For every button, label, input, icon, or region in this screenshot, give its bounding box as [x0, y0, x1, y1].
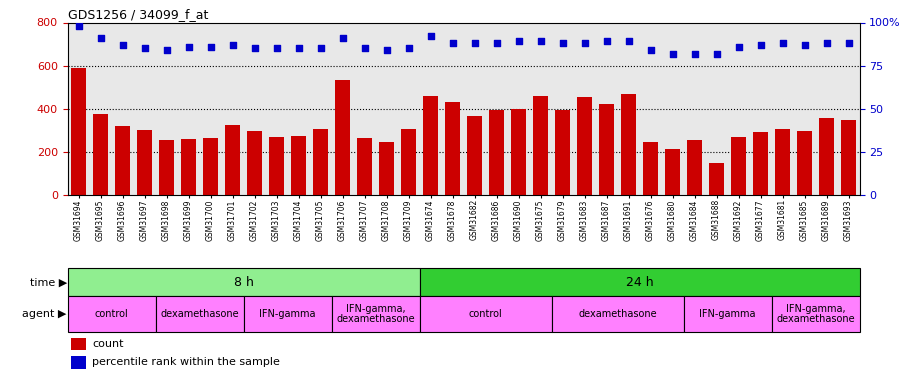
- Bar: [202, 138, 218, 195]
- Bar: [419, 268, 860, 296]
- Point: [181, 44, 195, 50]
- Bar: [598, 104, 614, 195]
- Text: IFN-gamma: IFN-gamma: [699, 309, 756, 319]
- Point: [599, 39, 614, 45]
- Bar: [511, 109, 526, 195]
- Bar: [552, 296, 683, 332]
- Point: [203, 44, 218, 50]
- Point: [115, 42, 130, 48]
- Point: [797, 42, 812, 48]
- Text: 8 h: 8 h: [234, 276, 254, 289]
- Bar: [158, 140, 175, 195]
- Bar: [331, 296, 419, 332]
- Point: [511, 39, 526, 45]
- Bar: [621, 94, 636, 195]
- Bar: [137, 130, 152, 195]
- Point: [842, 40, 856, 46]
- Bar: [269, 137, 284, 195]
- Point: [732, 44, 746, 50]
- Point: [709, 51, 724, 57]
- Text: control: control: [469, 309, 502, 319]
- Point: [819, 40, 833, 46]
- Text: time ▶: time ▶: [30, 277, 67, 287]
- Point: [446, 40, 460, 46]
- Bar: [156, 296, 244, 332]
- Bar: [533, 96, 548, 195]
- Point: [753, 42, 768, 48]
- Point: [665, 51, 680, 57]
- Bar: [796, 131, 812, 195]
- Bar: [554, 110, 571, 195]
- Point: [159, 47, 174, 53]
- Text: IFN-gamma,
dexamethasone: IFN-gamma, dexamethasone: [776, 304, 855, 324]
- Point: [138, 45, 152, 51]
- Bar: [356, 138, 373, 195]
- Point: [357, 45, 372, 51]
- Bar: [71, 338, 86, 350]
- Bar: [71, 357, 86, 369]
- Bar: [225, 125, 240, 195]
- Point: [555, 40, 570, 46]
- Text: percentile rank within the sample: percentile rank within the sample: [92, 357, 280, 368]
- Text: IFN-gamma: IFN-gamma: [259, 309, 316, 319]
- Bar: [841, 120, 856, 195]
- Point: [379, 47, 393, 53]
- Bar: [577, 97, 592, 195]
- Bar: [423, 96, 438, 195]
- Bar: [752, 132, 769, 195]
- Bar: [400, 129, 416, 195]
- Bar: [683, 296, 771, 332]
- Point: [621, 39, 635, 45]
- Point: [644, 47, 658, 53]
- Point: [467, 40, 482, 46]
- Bar: [731, 137, 746, 195]
- Bar: [819, 118, 834, 195]
- Point: [248, 45, 262, 51]
- Point: [269, 45, 284, 51]
- Bar: [467, 116, 482, 195]
- Point: [292, 45, 306, 51]
- Bar: [71, 68, 86, 195]
- Bar: [775, 129, 790, 195]
- Bar: [379, 141, 394, 195]
- Point: [225, 42, 239, 48]
- Bar: [419, 296, 552, 332]
- Bar: [687, 141, 702, 195]
- Text: 24 h: 24 h: [626, 276, 653, 289]
- Bar: [709, 163, 725, 195]
- Bar: [489, 110, 504, 195]
- Point: [313, 45, 328, 51]
- Bar: [247, 131, 262, 195]
- Bar: [291, 136, 306, 195]
- Text: dexamethasone: dexamethasone: [578, 309, 657, 319]
- Bar: [244, 296, 331, 332]
- Point: [577, 40, 591, 46]
- Bar: [665, 148, 680, 195]
- Bar: [181, 140, 196, 195]
- Bar: [115, 126, 130, 195]
- Bar: [445, 102, 460, 195]
- Point: [336, 35, 350, 41]
- Point: [94, 35, 108, 41]
- Bar: [643, 142, 658, 195]
- Point: [775, 40, 789, 46]
- Text: IFN-gamma,
dexamethasone: IFN-gamma, dexamethasone: [337, 304, 415, 324]
- Point: [490, 40, 504, 46]
- Point: [688, 51, 702, 57]
- Point: [71, 23, 86, 29]
- Point: [534, 39, 548, 45]
- Text: GDS1256 / 34099_f_at: GDS1256 / 34099_f_at: [68, 8, 208, 21]
- Text: agent ▶: agent ▶: [22, 309, 67, 319]
- Text: control: control: [94, 309, 129, 319]
- Bar: [335, 80, 350, 195]
- Point: [423, 33, 437, 39]
- Bar: [771, 296, 859, 332]
- Bar: [313, 129, 328, 195]
- Bar: [68, 268, 419, 296]
- Text: count: count: [92, 339, 123, 349]
- Bar: [68, 296, 156, 332]
- Point: [401, 45, 416, 51]
- Bar: [93, 114, 108, 195]
- Text: dexamethasone: dexamethasone: [160, 309, 238, 319]
